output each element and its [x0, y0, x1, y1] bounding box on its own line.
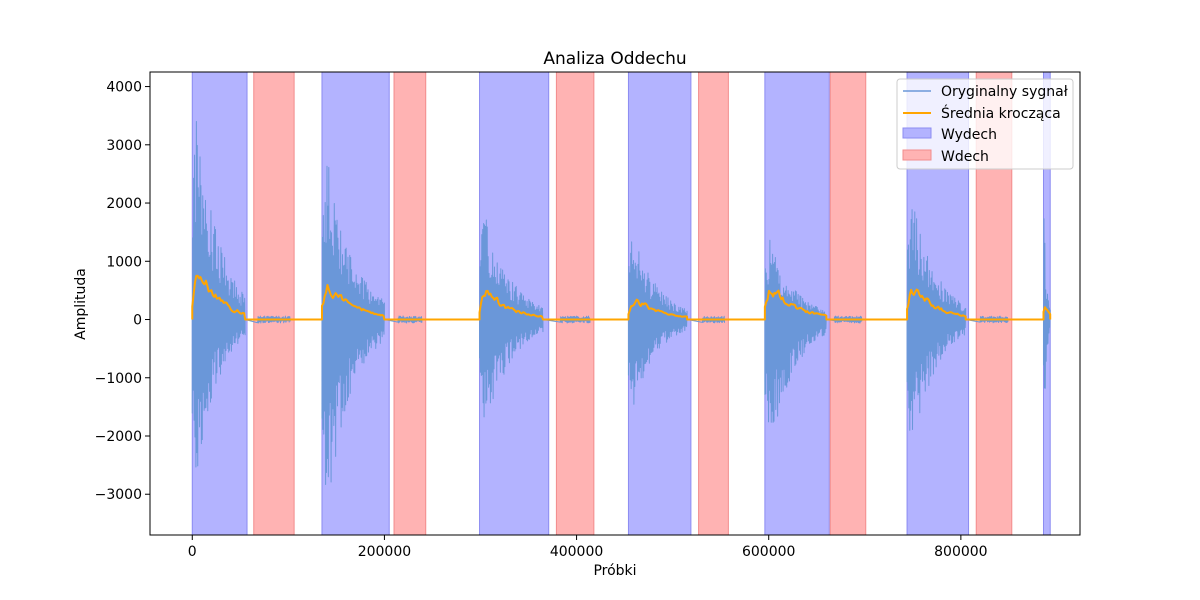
x-axis-title: Próbki — [593, 563, 636, 579]
x-tick-label: 800000 — [934, 544, 987, 560]
rolling-layer — [191, 274, 1052, 321]
legend-inhale-swatch — [902, 149, 932, 161]
signal-line — [191, 120, 1051, 485]
rolling-mean-line — [191, 274, 1052, 321]
legend: Oryginalny sygnał Średnia krocząca Wydec… — [896, 78, 1074, 170]
inhale-region — [393, 71, 427, 536]
x-tick-label: 0 — [188, 544, 197, 560]
inhale-region — [253, 71, 295, 536]
y-tick-label: 0 — [133, 313, 142, 329]
x-tick-label: 200000 — [358, 544, 411, 560]
chart-title: Analiza Oddechu — [543, 49, 686, 69]
y-tick-label: −1000 — [95, 371, 142, 387]
y-tick-label: 3000 — [106, 138, 142, 154]
x-axis: 0 200000 400000 600000 800000 — [188, 535, 988, 560]
legend-exhale-swatch — [902, 127, 932, 139]
inhale-region — [555, 71, 595, 536]
legend-signal-label: Oryginalny sygnał — [941, 84, 1068, 100]
y-axis: −3000 −2000 −1000 0 1000 2000 3000 4000 — [95, 80, 150, 503]
plot-frame — [149, 71, 1081, 536]
x-tick-label: 400000 — [550, 544, 603, 560]
inhale-region — [829, 71, 867, 536]
y-tick-label: 1000 — [106, 254, 142, 270]
y-tick-label: 2000 — [106, 196, 142, 212]
legend-exhale-label: Wydech — [941, 127, 997, 143]
legend-rolling-label: Średnia krocząca — [941, 104, 1061, 122]
x-tick-label: 600000 — [742, 544, 795, 560]
y-tick-label: −2000 — [95, 429, 142, 445]
inhale-region — [698, 71, 729, 536]
legend-inhale-label: Wdech — [941, 149, 989, 165]
signal-layer — [191, 120, 1051, 485]
y-axis-title: Amplituda — [73, 268, 89, 340]
legend-box — [896, 78, 1074, 170]
y-tick-label: 4000 — [106, 80, 142, 96]
y-tick-label: −3000 — [95, 487, 142, 503]
